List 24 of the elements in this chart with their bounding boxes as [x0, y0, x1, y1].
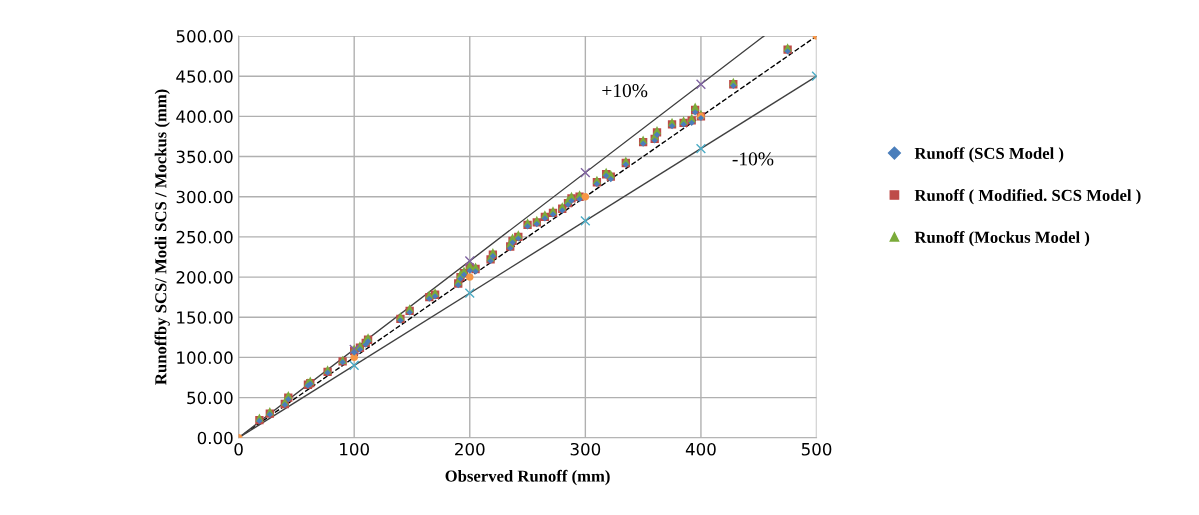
y-tick-label: 400.00 — [176, 110, 233, 123]
y-tick-label: 200.00 — [176, 271, 233, 284]
y-tick-label: 500.00 — [176, 30, 233, 43]
y-tick-label: 350.00 — [176, 150, 233, 164]
legend-label: Runoff (Mockus Model ) — [914, 231, 1090, 247]
x-tick-label: 100 — [340, 442, 369, 456]
y-tick-label: 0.00 — [197, 431, 233, 445]
annotation: -10% — [732, 152, 774, 166]
y-tick-label: 50.00 — [187, 391, 233, 405]
annotation: +10% — [602, 84, 648, 98]
y-axis-title: Runoffby SCS/ Modi SCS / Mockus (mm) — [154, 89, 170, 385]
y-tick-label: 150.00 — [177, 311, 233, 324]
x-tick-label: 500 — [801, 442, 832, 456]
x-tick-label: 300 — [570, 442, 601, 456]
y-tick-label: 250.00 — [176, 230, 233, 244]
y-tick-label: 100.00 — [177, 351, 233, 364]
y-tick-label: 300.00 — [176, 190, 233, 204]
y-tick-label: 450.00 — [176, 70, 233, 83]
legend-label: Runoff ( Modified. SCS Model ) — [914, 189, 1141, 205]
x-tick-label: 400 — [685, 442, 716, 456]
x-axis-title: Observed Runoff (mm) — [445, 469, 610, 486]
legend-label: Runoff (SCS Model ) — [914, 147, 1064, 163]
x-tick-label: 200 — [455, 442, 485, 456]
x-tick-label: 0 — [234, 442, 243, 456]
